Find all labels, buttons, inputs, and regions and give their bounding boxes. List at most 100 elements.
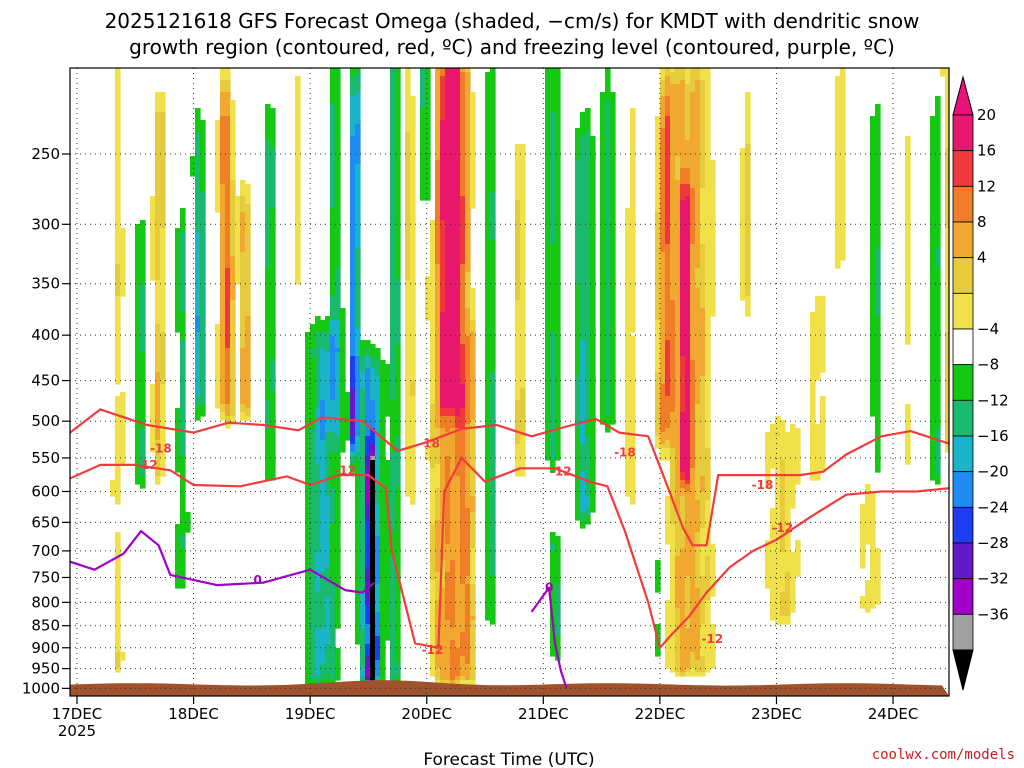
omega-cell [670, 244, 676, 249]
omega-cell [265, 216, 271, 221]
omega-cell [665, 132, 671, 137]
omega-cell [945, 328, 949, 333]
omega-cell [225, 364, 231, 369]
omega-cell [665, 168, 671, 173]
omega-cell [335, 220, 341, 225]
omega-cell [600, 304, 606, 309]
omega-cell [705, 268, 711, 273]
omega-cell [390, 68, 396, 73]
omega-cell [435, 120, 441, 125]
omega-cell [590, 176, 596, 181]
omega-cell [610, 124, 616, 129]
omega-cell [295, 232, 301, 237]
omega-cell [935, 268, 941, 273]
omega-cell [685, 364, 691, 369]
omega-cell [835, 192, 841, 197]
omega-cell [200, 308, 206, 313]
omega-cell [440, 88, 446, 93]
omega-cell [520, 188, 526, 193]
omega-cell [840, 220, 846, 225]
omega-cell [675, 132, 681, 137]
omega-cell [225, 304, 231, 309]
omega-cell [580, 284, 586, 289]
omega-cell [520, 276, 526, 281]
omega-cell [350, 160, 356, 165]
omega-cell [630, 240, 636, 245]
omega-cell [630, 304, 636, 309]
omega-cell [340, 348, 346, 353]
omega-cell [330, 296, 336, 301]
omega-cell [295, 144, 301, 149]
omega-cell [555, 124, 561, 129]
omega-cell [740, 184, 746, 189]
omega-cell [840, 168, 846, 173]
omega-cell [905, 228, 911, 233]
omega-cell [435, 360, 441, 365]
omega-cell [440, 304, 446, 309]
omega-cell [930, 148, 936, 153]
omega-cell [440, 192, 446, 197]
omega-cell [585, 188, 591, 193]
omega-cell [905, 180, 911, 185]
omega-cell [330, 168, 336, 173]
omega-cell [355, 116, 361, 121]
omega-cell [550, 328, 556, 333]
omega-cell [270, 360, 276, 365]
omega-cell [175, 308, 181, 313]
omega-cell [225, 108, 231, 113]
omega-cell [420, 88, 426, 93]
omega-cell [665, 116, 671, 121]
omega-cell [335, 200, 341, 205]
omega-cell [585, 304, 591, 309]
omega-cell [330, 276, 336, 281]
omega-cell [445, 352, 451, 357]
omega-cell [230, 296, 236, 301]
omega-cell [440, 308, 446, 313]
omega-cell [550, 200, 556, 205]
omega-cell [590, 268, 596, 273]
omega-cell [115, 300, 121, 305]
omega-cell [555, 304, 561, 309]
omega-cell [225, 280, 231, 285]
omega-cell [445, 268, 451, 273]
omega-cell [395, 296, 401, 301]
omega-cell [695, 284, 701, 289]
omega-cell [515, 224, 521, 229]
omega-cell [445, 192, 451, 197]
omega-cell [600, 132, 606, 137]
omega-cell [155, 244, 161, 249]
omega-cell [200, 344, 206, 349]
omega-cell [840, 232, 846, 237]
omega-cell [575, 260, 581, 265]
omega-cell [245, 232, 251, 237]
omega-cell [140, 220, 146, 225]
omega-cell [590, 196, 596, 201]
omega-cell [450, 176, 456, 181]
omega-cell [160, 308, 166, 313]
omega-cell [485, 192, 491, 197]
omega-cell [390, 84, 396, 89]
omega-cell [335, 72, 341, 77]
omega-cell [265, 192, 271, 197]
omega-cell [675, 316, 681, 321]
omega-cell [455, 304, 461, 309]
omega-cell [435, 132, 441, 137]
omega-cell [695, 260, 701, 265]
omega-cell [425, 152, 431, 157]
omega-cell [705, 112, 711, 117]
omega-cell [580, 320, 586, 325]
omega-cell [580, 292, 586, 297]
omega-cell [630, 248, 636, 253]
omega-cell [135, 248, 141, 253]
omega-cell [580, 264, 586, 269]
omega-cell [680, 152, 686, 157]
omega-cell [225, 132, 231, 137]
omega-cell [835, 176, 841, 181]
omega-cell [515, 228, 521, 233]
omega-cell [115, 220, 121, 225]
omega-cell [225, 220, 231, 225]
omega-cell [265, 176, 271, 181]
omega-cell [660, 204, 666, 209]
omega-cell [630, 292, 636, 297]
omega-cell [155, 136, 161, 141]
